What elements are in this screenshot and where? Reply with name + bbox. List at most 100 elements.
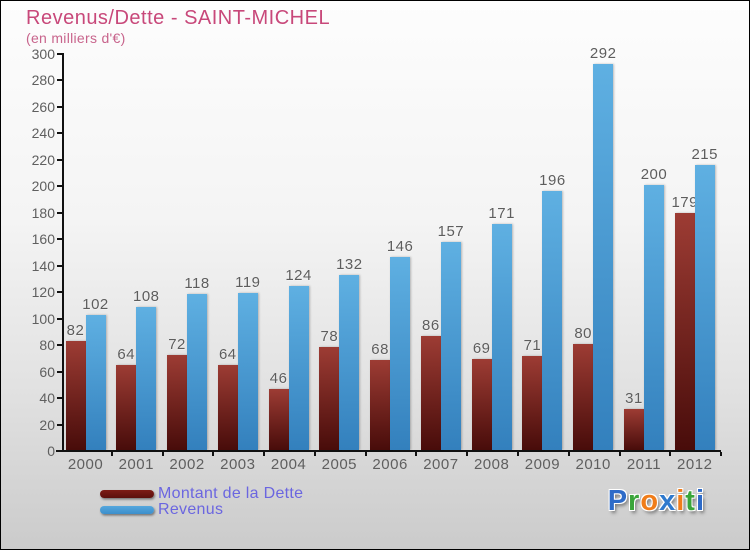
x-tick <box>161 452 164 456</box>
value-label: 64 <box>218 346 237 364</box>
x-tick <box>415 452 418 456</box>
logo-letter: i <box>676 485 686 517</box>
y-axis-line <box>62 53 64 452</box>
page-title: Revenus/Dette - SAINT-MICHEL <box>26 7 331 29</box>
bar-dette-2012 <box>674 213 695 450</box>
x-tick <box>364 452 367 456</box>
value-label: 108 <box>133 288 160 306</box>
value-label: 102 <box>82 296 109 314</box>
value-label: 215 <box>691 146 718 164</box>
bar-dette-2005 <box>319 346 340 450</box>
bar-dette-2003 <box>217 365 238 450</box>
legend: Montant de la Dette Revenus <box>100 485 304 518</box>
x-tick <box>313 452 316 456</box>
y-tick-label: 160 <box>31 231 55 248</box>
y-tick-label: 0 <box>47 443 55 459</box>
y-tick-label: 240 <box>31 125 55 142</box>
y-tick <box>57 450 64 452</box>
bar-dette-2001 <box>116 365 137 450</box>
y-tick <box>57 185 64 188</box>
x-tick <box>720 452 723 456</box>
x-tick-label-2002: 2002 <box>169 456 205 473</box>
proxiti-logo[interactable]: Proxiti <box>608 485 705 518</box>
x-tick-label-2000: 2000 <box>67 456 104 473</box>
y-tick-label: 120 <box>31 284 55 301</box>
y-tick <box>57 291 64 294</box>
x-tick-label-2006: 2006 <box>372 456 408 473</box>
bar-revenus-2001 <box>136 307 157 450</box>
x-tick <box>263 452 266 456</box>
y-tick-label: 140 <box>31 257 55 274</box>
value-label: 179 <box>671 194 698 212</box>
value-label: 64 <box>117 346 136 364</box>
x-tick <box>567 452 570 456</box>
value-label: 86 <box>422 317 440 335</box>
y-tick-label: 100 <box>31 310 55 327</box>
legend-label-dette: Montant de la Dette <box>158 485 304 502</box>
y-tick <box>57 397 64 400</box>
value-label: 157 <box>437 223 465 241</box>
y-tick <box>57 79 64 82</box>
y-tick-label: 260 <box>31 98 55 115</box>
value-label: 82 <box>66 322 85 340</box>
x-tick <box>466 452 469 456</box>
y-tick <box>57 211 64 214</box>
value-label: 46 <box>269 370 288 388</box>
logo-letter: r <box>628 485 641 517</box>
y-tick-label: 60 <box>39 363 55 380</box>
bar-dette-2000 <box>65 341 86 450</box>
value-label: 118 <box>184 274 210 292</box>
logo-letter: P <box>607 485 629 517</box>
value-label: 78 <box>320 327 339 345</box>
bar-revenus-2012 <box>694 165 715 450</box>
y-tick-label: 180 <box>31 204 55 221</box>
value-label: 80 <box>574 325 593 343</box>
bar-revenus-2005 <box>339 275 360 450</box>
y-tick-label: 40 <box>39 390 55 407</box>
bar-revenus-2006 <box>390 256 411 450</box>
value-label: 119 <box>235 273 261 291</box>
y-tick <box>57 264 64 267</box>
x-tick-label-2011: 2011 <box>626 456 662 473</box>
x-tick <box>517 452 520 456</box>
x-tick <box>212 452 215 456</box>
x-tick <box>669 452 672 456</box>
y-tick <box>57 132 64 135</box>
bar-revenus-2002 <box>187 293 208 450</box>
chart-subtitle: (en milliers d'€) <box>26 30 126 46</box>
x-tick-label-2005: 2005 <box>321 456 358 473</box>
y-tick-label: 280 <box>31 72 55 89</box>
value-label: 132 <box>336 256 363 274</box>
revenus-swatch-icon <box>100 506 154 514</box>
bar-revenus-2003 <box>237 292 258 450</box>
legend-label-revenus: Revenus <box>158 501 224 518</box>
x-tick-label-2008: 2008 <box>473 456 510 473</box>
y-tick-label: 200 <box>31 178 55 195</box>
x-tick-label-2004: 2004 <box>270 456 307 473</box>
logo-letter: x <box>659 485 677 517</box>
y-tick <box>57 370 64 373</box>
value-label: 171 <box>488 204 515 222</box>
logo-letter: i <box>695 485 705 517</box>
x-tick-label-2009: 2009 <box>524 456 561 473</box>
bar-revenus-2011 <box>643 185 664 450</box>
bar-revenus-2009 <box>542 190 563 450</box>
bar-dette-2008 <box>471 358 492 450</box>
bar-revenus-2000 <box>85 315 106 450</box>
x-tick-label-2012: 2012 <box>677 456 713 473</box>
legend-item-revenus: Revenus <box>100 501 303 518</box>
x-tick <box>618 452 621 456</box>
x-tick <box>110 452 113 456</box>
bar-dette-2006 <box>370 360 391 450</box>
y-tick-label: 80 <box>39 337 55 354</box>
bar-revenus-2007 <box>440 242 461 450</box>
dette-swatch-icon <box>100 490 154 498</box>
logo-letter: t <box>685 485 696 517</box>
x-tick-label-2003: 2003 <box>220 456 256 473</box>
y-tick <box>57 158 64 161</box>
value-label: 31 <box>625 389 643 407</box>
y-tick <box>57 53 64 55</box>
x-tick-label-2010: 2010 <box>575 456 611 473</box>
bar-dette-2011 <box>623 408 644 450</box>
